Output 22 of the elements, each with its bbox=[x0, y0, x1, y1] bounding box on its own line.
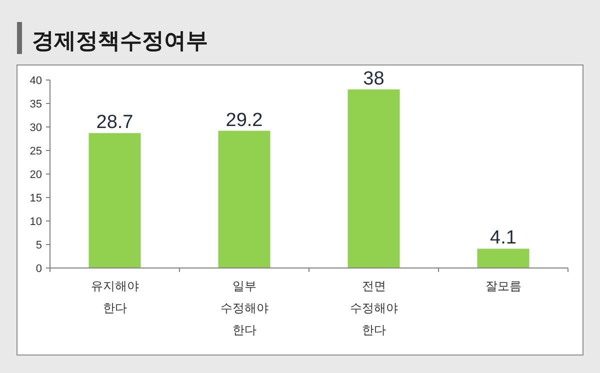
y-tick-label: 40 bbox=[30, 75, 42, 87]
data-label: 38 bbox=[363, 68, 384, 90]
y-tick-label: 35 bbox=[30, 98, 42, 110]
x-tick-label: 일부 수정해야 한다 bbox=[220, 279, 268, 337]
bar bbox=[218, 130, 270, 268]
y-tick-label: 20 bbox=[30, 169, 42, 181]
data-label: 28.7 bbox=[96, 112, 134, 134]
x-tick-label: 전면 수정해야 한다 bbox=[350, 279, 398, 337]
y-tick-label: 25 bbox=[30, 146, 42, 158]
y-tick-label: 15 bbox=[30, 192, 42, 204]
bar bbox=[88, 133, 141, 268]
y-tick-label: 5 bbox=[36, 240, 42, 252]
bar bbox=[348, 89, 400, 268]
x-tick-label: 유지해야 한다 bbox=[90, 279, 139, 315]
data-label: 29.2 bbox=[226, 110, 263, 131]
data-label: 4.1 bbox=[490, 228, 516, 249]
bar bbox=[477, 248, 530, 268]
x-tick-label: 잘모름 bbox=[485, 279, 522, 293]
y-tick-label: 30 bbox=[30, 122, 42, 134]
y-tick-label: 0 bbox=[36, 263, 42, 275]
chart-title: 경제정책수정여부 bbox=[32, 28, 208, 53]
y-tick-label: 10 bbox=[30, 216, 42, 228]
